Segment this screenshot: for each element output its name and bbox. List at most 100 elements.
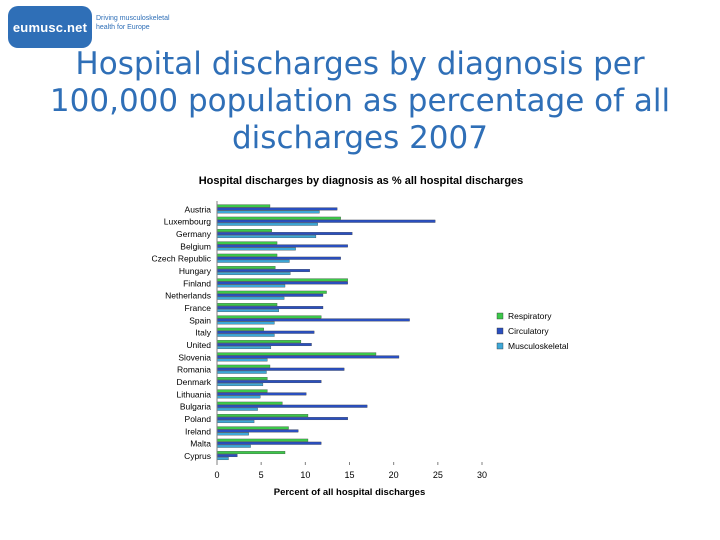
slide-title-line-2: 100,000 population as percentage of all xyxy=(49,83,671,119)
chart-title: Hospital discharges by diagnosis as % al… xyxy=(199,175,524,187)
bar-respiratory xyxy=(216,389,268,393)
legend-label: Circulatory xyxy=(508,326,549,336)
bar-musculoskeletal xyxy=(216,444,251,448)
bar-musculoskeletal xyxy=(216,272,291,276)
category-label: United xyxy=(186,340,211,350)
bar-respiratory xyxy=(216,253,278,257)
bar-circulatory xyxy=(216,293,324,297)
bar-circulatory xyxy=(216,355,400,359)
x-tick-label: 5 xyxy=(259,470,264,480)
bar-circulatory xyxy=(216,417,348,421)
bar-circulatory xyxy=(216,219,436,223)
bar-respiratory xyxy=(216,414,309,418)
bar-respiratory xyxy=(216,438,309,442)
bar-musculoskeletal xyxy=(216,346,272,350)
bar-respiratory xyxy=(216,241,278,245)
bar-musculoskeletal xyxy=(216,457,229,461)
bar-circulatory xyxy=(216,269,310,273)
bar-musculoskeletal xyxy=(216,420,255,424)
category-label: Luxembourg xyxy=(164,217,212,227)
bar-circulatory xyxy=(216,392,307,396)
legend-swatch xyxy=(496,327,504,335)
tagline-line-1: Driving musculoskeletal xyxy=(96,15,170,22)
bar-musculoskeletal xyxy=(216,358,268,362)
bar-musculoskeletal xyxy=(216,432,249,436)
bar-respiratory xyxy=(216,377,268,381)
category-label: Belgium xyxy=(180,241,211,251)
legend-swatch xyxy=(496,312,504,320)
bar-respiratory xyxy=(216,327,264,331)
category-label: Malta xyxy=(190,439,211,449)
category-label: Poland xyxy=(185,414,212,424)
logo-text: eumusc.net xyxy=(12,19,88,35)
category-label: Hungary xyxy=(179,266,212,276)
bar-circulatory xyxy=(216,367,345,371)
category-label: Czech Republic xyxy=(151,254,211,264)
x-tick-label: 0 xyxy=(214,470,219,480)
category-label: Denmark xyxy=(177,377,212,387)
bar-musculoskeletal xyxy=(216,309,279,313)
category-label: Romania xyxy=(177,365,211,375)
category-label: Lithuania xyxy=(176,389,211,399)
category-label: Italy xyxy=(195,328,211,338)
slide-title-line-1: Hospital discharges by diagnosis per xyxy=(75,46,645,82)
bar-circulatory xyxy=(216,343,312,347)
eumusc-logo: eumusc.net xyxy=(8,6,92,48)
slide-title-line-3: discharges 2007 xyxy=(232,120,488,156)
bar-musculoskeletal xyxy=(216,321,275,325)
slide-title: Hospital discharges by diagnosis per 100… xyxy=(30,46,690,157)
bar-musculoskeletal xyxy=(216,235,317,239)
bar-musculoskeletal xyxy=(216,210,320,214)
category-label: Austria xyxy=(185,204,212,214)
category-label: France xyxy=(185,303,212,313)
bar-respiratory xyxy=(216,229,272,233)
bar-circulatory xyxy=(216,256,341,260)
x-axis-label: Percent of all hospital discharges xyxy=(274,487,426,498)
legend-label: Respiratory xyxy=(508,311,552,321)
bar-musculoskeletal xyxy=(216,222,318,226)
bar-respiratory xyxy=(216,401,283,405)
category-label: Germany xyxy=(176,229,212,239)
bar-musculoskeletal xyxy=(216,395,261,399)
bar-circulatory xyxy=(216,429,299,433)
bar-respiratory xyxy=(216,204,271,208)
x-tick-label: 20 xyxy=(389,470,399,480)
bar-musculoskeletal xyxy=(216,259,290,263)
bar-musculoskeletal xyxy=(216,247,296,251)
legend-swatch xyxy=(496,342,504,350)
category-label: Cyprus xyxy=(184,451,211,461)
bar-respiratory xyxy=(216,340,302,344)
category-label: Spain xyxy=(189,315,211,325)
bar-circulatory xyxy=(216,318,410,322)
x-tick-label: 10 xyxy=(300,470,310,480)
category-label: Slovenia xyxy=(178,352,211,362)
bar-circulatory xyxy=(216,232,353,236)
bar-respiratory xyxy=(216,451,286,455)
x-tick-label: 30 xyxy=(477,470,487,480)
bar-circulatory xyxy=(216,441,322,445)
category-label: Ireland xyxy=(185,426,211,436)
bar-circulatory xyxy=(216,281,348,285)
bar-musculoskeletal xyxy=(216,407,258,411)
bar-respiratory xyxy=(216,426,289,430)
bar-circulatory xyxy=(216,244,348,248)
logo-tagline: Driving musculoskeletal health for Europ… xyxy=(96,14,216,32)
bar-respiratory xyxy=(216,266,276,270)
bar-respiratory xyxy=(216,315,322,319)
legend-label: Musculoskeletal xyxy=(508,341,569,351)
tagline-line-2: health for Europe xyxy=(96,24,150,31)
bar-circulatory xyxy=(216,306,324,310)
bar-musculoskeletal xyxy=(216,296,285,300)
category-label: Finland xyxy=(183,278,211,288)
bar-respiratory xyxy=(216,290,327,294)
bar-circulatory xyxy=(216,207,338,211)
bar-circulatory xyxy=(216,404,368,408)
bar-circulatory xyxy=(216,454,238,458)
bar-musculoskeletal xyxy=(216,284,286,288)
bar-musculoskeletal xyxy=(216,370,267,374)
category-label: Bulgaria xyxy=(180,402,211,412)
bar-musculoskeletal xyxy=(216,383,264,387)
x-tick-label: 15 xyxy=(344,470,354,480)
bar-circulatory xyxy=(216,330,315,334)
